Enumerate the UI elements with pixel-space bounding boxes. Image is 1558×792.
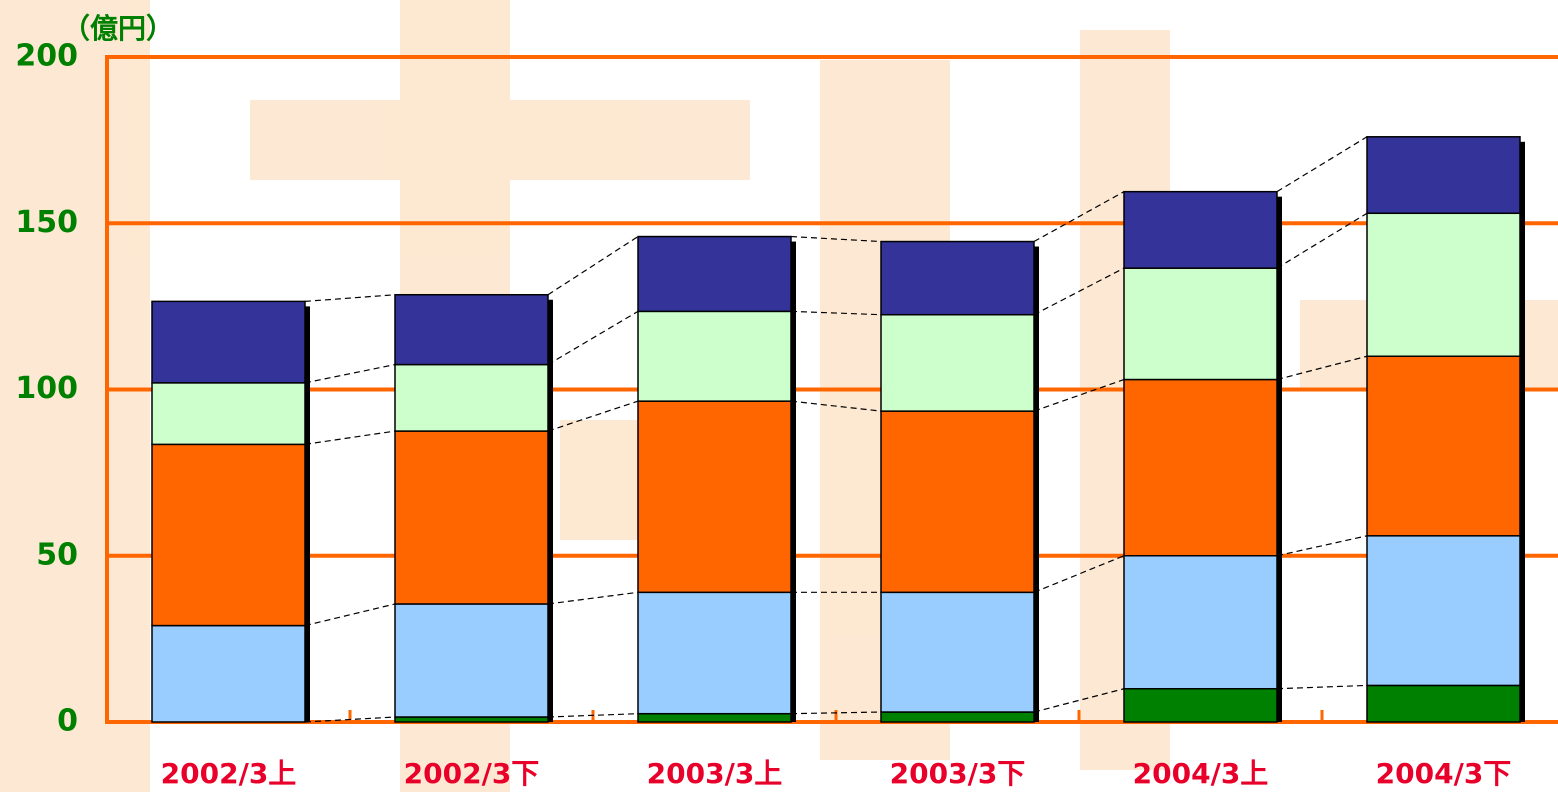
connector-line [304,430,396,445]
bar-segment [1366,535,1521,687]
connector-line [304,363,396,384]
bar-segment [880,240,1035,316]
bar-segment [637,400,792,594]
connector-line [1033,378,1125,412]
bar-segment [880,711,1035,723]
bar-segment [394,363,549,432]
bar-segment [880,313,1035,412]
bar-segment [1123,190,1278,269]
connector-line [1033,267,1125,316]
bar-segment [394,603,549,718]
bar-segment [880,410,1035,594]
bar-segment [637,235,792,313]
connector-line [304,603,396,627]
bar-segment [151,443,306,627]
x-tick-label: 2002/3下 [404,757,540,790]
y-tick-label: 100 [15,371,78,406]
y-tick-label: 50 [36,537,78,572]
connector-line [547,591,639,605]
x-tick-label: 2004/3下 [1376,757,1512,790]
connector-line [790,310,882,316]
y-tick-label: 200 [15,39,78,74]
bar-segment [394,430,549,605]
connector-line [1033,688,1125,713]
bar-segment [1123,267,1278,381]
bar-segment [151,382,306,446]
connector-line [1276,535,1368,557]
connector-line [790,711,882,715]
y-tick-label: 150 [15,205,78,240]
connector-line [790,400,882,412]
connector-line [304,294,396,302]
bar-segment [394,293,549,366]
connector-line [1276,684,1368,690]
connector-line [547,236,639,296]
bar-segment [151,624,306,723]
y-axis-label: （億円） [62,12,174,45]
bar-segment [1366,136,1521,215]
connector-line [1033,555,1125,593]
connector-line [547,713,639,718]
x-tick-label: 2003/3下 [890,757,1026,790]
bar-segment [1366,684,1521,723]
connector-line [1276,136,1368,193]
connector-line [790,235,882,243]
connector-line [1276,212,1368,269]
bar-segment [1123,555,1278,690]
bar-segment [637,310,792,402]
connector-line [1276,355,1368,381]
bar-segment [637,712,792,723]
y-tick-label: 0 [57,704,78,739]
bar-segment [1123,378,1278,557]
bar-segment [1123,688,1278,723]
bar-segment [637,591,792,715]
bar-segment [1366,212,1521,357]
connector-line [547,310,639,366]
x-tick-label: 2002/3上 [161,757,297,790]
connector-line [304,716,396,723]
bar-segment [151,300,306,384]
x-tick-label: 2004/3上 [1133,757,1269,790]
bar-segment [880,591,1035,713]
x-tick-label: 2003/3上 [647,757,783,790]
connector-line [547,400,639,432]
connector-line [1033,191,1125,243]
bar-segment [1366,355,1521,537]
